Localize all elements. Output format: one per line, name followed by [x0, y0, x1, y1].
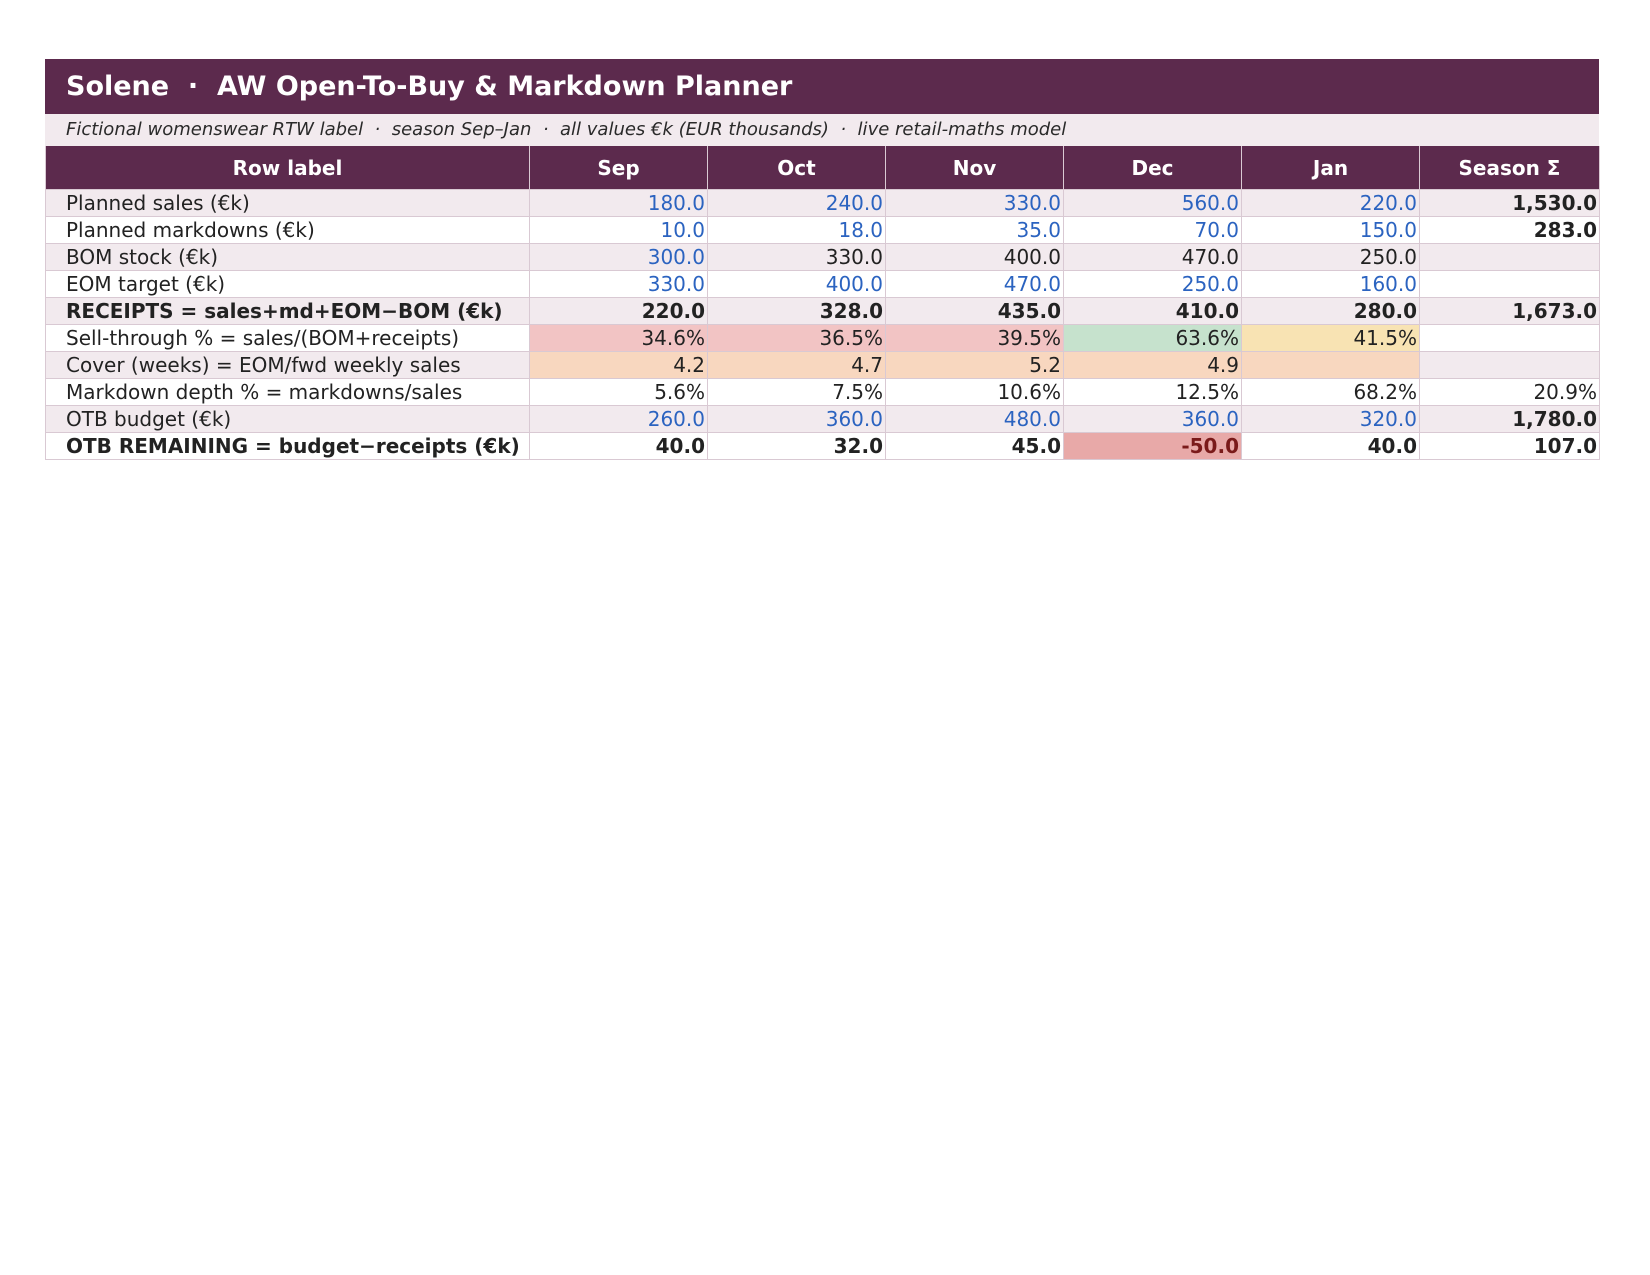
row-label[interactable]: OTB REMAINING = budget−receipts (€k) — [45, 432, 530, 460]
cell-oct[interactable]: 240.0 — [707, 189, 886, 217]
cell-jan[interactable]: 160.0 — [1241, 270, 1420, 298]
row-label[interactable]: Planned sales (€k) — [45, 189, 530, 217]
row-label[interactable]: Sell-through % = sales/(BOM+receipts) — [45, 324, 530, 352]
cell-jan[interactable]: 250.0 — [1241, 243, 1420, 271]
row-label[interactable]: OTB budget (€k) — [45, 405, 530, 433]
cell-season-total[interactable] — [1419, 243, 1600, 271]
cell-jan[interactable]: 40.0 — [1241, 432, 1420, 460]
cell-dec[interactable]: -50.0 — [1063, 432, 1242, 460]
cell-sep[interactable]: 40.0 — [529, 432, 708, 460]
column-header-season-total[interactable]: Season Σ — [1419, 146, 1600, 190]
cell-sep[interactable]: 10.0 — [529, 216, 708, 244]
cell-oct[interactable]: 330.0 — [707, 243, 886, 271]
cell-jan[interactable] — [1241, 351, 1420, 379]
cell-oct[interactable]: 18.0 — [707, 216, 886, 244]
cell-season-total[interactable]: 283.0 — [1419, 216, 1600, 244]
row-planned-sales: Planned sales (€k) 180.0 240.0 330.0 560… — [45, 189, 1600, 217]
cell-season-total[interactable]: 1,780.0 — [1419, 405, 1600, 433]
cell-sep[interactable]: 180.0 — [529, 189, 708, 217]
cell-nov[interactable]: 35.0 — [885, 216, 1064, 244]
row-label[interactable]: BOM stock (€k) — [45, 243, 530, 271]
cell-dec[interactable]: 4.9 — [1063, 351, 1242, 379]
row-label[interactable]: RECEIPTS = sales+md+EOM−BOM (€k) — [45, 297, 530, 325]
cell-sep[interactable]: 300.0 — [529, 243, 708, 271]
row-eom-target: EOM target (€k) 330.0 400.0 470.0 250.0 … — [45, 270, 1600, 298]
cell-dec[interactable]: 410.0 — [1063, 297, 1242, 325]
row-label[interactable]: Planned markdowns (€k) — [45, 216, 530, 244]
cell-sep[interactable]: 34.6% — [529, 324, 708, 352]
cell-nov[interactable]: 5.2 — [885, 351, 1064, 379]
cell-nov[interactable]: 435.0 — [885, 297, 1064, 325]
sheet-subtitle: Fictional womenswear RTW label · season … — [45, 114, 1599, 146]
row-bom-stock: BOM stock (€k) 300.0 330.0 400.0 470.0 2… — [45, 243, 1600, 271]
cell-nov[interactable]: 10.6% — [885, 378, 1064, 406]
cell-oct[interactable]: 328.0 — [707, 297, 886, 325]
row-label[interactable]: Markdown depth % = markdowns/sales — [45, 378, 530, 406]
cell-season-total[interactable]: 20.9% — [1419, 378, 1600, 406]
cell-nov[interactable]: 45.0 — [885, 432, 1064, 460]
column-header-dec[interactable]: Dec — [1063, 146, 1242, 190]
cell-nov[interactable]: 470.0 — [885, 270, 1064, 298]
cell-jan[interactable]: 220.0 — [1241, 189, 1420, 217]
column-header-sep[interactable]: Sep — [529, 146, 708, 190]
row-sell-through: Sell-through % = sales/(BOM+receipts) 34… — [45, 324, 1600, 352]
cell-dec[interactable]: 250.0 — [1063, 270, 1242, 298]
cell-oct[interactable]: 36.5% — [707, 324, 886, 352]
cell-jan[interactable]: 41.5% — [1241, 324, 1420, 352]
cell-dec[interactable]: 360.0 — [1063, 405, 1242, 433]
cell-season-total[interactable]: 107.0 — [1419, 432, 1600, 460]
cell-dec[interactable]: 70.0 — [1063, 216, 1242, 244]
column-header-label[interactable]: Row label — [45, 146, 530, 190]
cell-sep[interactable]: 5.6% — [529, 378, 708, 406]
row-receipts: RECEIPTS = sales+md+EOM−BOM (€k) 220.0 3… — [45, 297, 1600, 325]
cell-dec[interactable]: 560.0 — [1063, 189, 1242, 217]
cell-sep[interactable]: 220.0 — [529, 297, 708, 325]
row-otb-budget: OTB budget (€k) 260.0 360.0 480.0 360.0 … — [45, 405, 1600, 433]
cell-season-total[interactable] — [1419, 351, 1600, 379]
cell-oct[interactable]: 4.7 — [707, 351, 886, 379]
cell-jan[interactable]: 320.0 — [1241, 405, 1420, 433]
cell-nov[interactable]: 39.5% — [885, 324, 1064, 352]
cell-season-total[interactable]: 1,530.0 — [1419, 189, 1600, 217]
cell-sep[interactable]: 4.2 — [529, 351, 708, 379]
row-markdown-depth: Markdown depth % = markdowns/sales 5.6% … — [45, 378, 1600, 406]
column-header-nov[interactable]: Nov — [885, 146, 1064, 190]
cell-nov[interactable]: 330.0 — [885, 189, 1064, 217]
otb-table: Row label Sep Oct Nov Dec Jan Season Σ P… — [45, 146, 1600, 460]
row-cover-weeks: Cover (weeks) = EOM/fwd weekly sales 4.2… — [45, 351, 1600, 379]
cell-sep[interactable]: 260.0 — [529, 405, 708, 433]
cell-dec[interactable]: 63.6% — [1063, 324, 1242, 352]
cell-oct[interactable]: 360.0 — [707, 405, 886, 433]
row-otb-remaining: OTB REMAINING = budget−receipts (€k) 40.… — [45, 432, 1600, 460]
row-planned-markdowns: Planned markdowns (€k) 10.0 18.0 35.0 70… — [45, 216, 1600, 244]
cell-nov[interactable]: 400.0 — [885, 243, 1064, 271]
cell-jan[interactable]: 68.2% — [1241, 378, 1420, 406]
cell-season-total[interactable]: 1,673.0 — [1419, 297, 1600, 325]
cell-jan[interactable]: 280.0 — [1241, 297, 1420, 325]
cell-jan[interactable]: 150.0 — [1241, 216, 1420, 244]
column-header-oct[interactable]: Oct — [707, 146, 886, 190]
cell-nov[interactable]: 480.0 — [885, 405, 1064, 433]
cell-season-total[interactable] — [1419, 270, 1600, 298]
column-header-jan[interactable]: Jan — [1241, 146, 1420, 190]
cell-oct[interactable]: 400.0 — [707, 270, 886, 298]
planner-sheet: Solene · AW Open-To-Buy & Markdown Plann… — [45, 59, 1600, 460]
cell-dec[interactable]: 12.5% — [1063, 378, 1242, 406]
row-label[interactable]: Cover (weeks) = EOM/fwd weekly sales — [45, 351, 530, 379]
cell-dec[interactable]: 470.0 — [1063, 243, 1242, 271]
cell-oct[interactable]: 32.0 — [707, 432, 886, 460]
row-label[interactable]: EOM target (€k) — [45, 270, 530, 298]
cell-oct[interactable]: 7.5% — [707, 378, 886, 406]
header-row: Row label Sep Oct Nov Dec Jan Season Σ — [45, 146, 1600, 190]
cell-season-total[interactable] — [1419, 324, 1600, 352]
sheet-title: Solene · AW Open-To-Buy & Markdown Plann… — [45, 59, 1599, 114]
cell-sep[interactable]: 330.0 — [529, 270, 708, 298]
